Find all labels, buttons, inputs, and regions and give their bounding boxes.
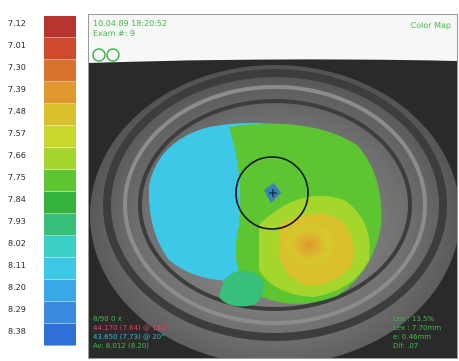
scale-value-label: 7.48: [8, 107, 26, 116]
exam-label: Exam #: 9: [93, 29, 136, 38]
scale-value-label: 7.39: [8, 85, 26, 94]
marker-icon: [92, 48, 106, 62]
info-line-1: 8/90 0 x: [93, 315, 122, 323]
marker-icon: [106, 48, 120, 62]
mode-label[interactable]: Color Map: [410, 21, 451, 30]
scale-row: 7.30: [4, 60, 79, 82]
map-canvas: [89, 15, 457, 358]
scale-swatch: [44, 258, 76, 280]
scale-row: 7.39: [4, 82, 79, 104]
stat-line-4: Dif: .07: [393, 342, 419, 350]
scale-row: 8.29: [4, 302, 79, 324]
stat-line-3: e: 0.46mm: [393, 333, 432, 341]
scale-swatch: [44, 170, 76, 192]
scale-swatch: [44, 148, 76, 170]
scale-row: 7.57: [4, 126, 79, 148]
map-region-teal: [219, 270, 264, 307]
scale-value-label: 7.57: [8, 129, 26, 138]
scale-swatch: [44, 104, 76, 126]
scale-row: 7.84: [4, 192, 79, 214]
scale-value-label: 7.93: [8, 217, 26, 226]
scale-value-label: 7.01: [8, 41, 26, 50]
scale-swatch: [44, 214, 76, 236]
scale-value-label: 8.29: [8, 305, 26, 314]
scale-row: 8.38: [4, 324, 79, 346]
scale-swatch: [44, 236, 76, 258]
info-line-2: 44.170 (7.64) @ 110°: [93, 324, 170, 332]
scale-value-label: 7.75: [8, 173, 26, 182]
scale-swatch: [44, 192, 76, 214]
stat-line-2: Lex : 7.70mm: [393, 324, 442, 332]
scale-value-label: 7.12: [8, 19, 26, 28]
scale-value-label: 8.11: [8, 261, 26, 270]
stat-line-1: Lex : 13.5%: [393, 315, 435, 323]
scale-row: 8.02: [4, 236, 79, 258]
scale-row: 7.66: [4, 148, 79, 170]
scale-value-label: 8.02: [8, 239, 26, 248]
info-line-3: 43.650 (7.73) @ 20°: [93, 333, 165, 341]
pupil-outline: [235, 156, 309, 230]
scale-swatch: [44, 38, 76, 60]
scale-swatch: [44, 126, 76, 148]
scale-row: 7.48: [4, 104, 79, 126]
scale-row: 7.93: [4, 214, 79, 236]
scale-swatch: [44, 60, 76, 82]
scale-value-label: 7.84: [8, 195, 26, 204]
scale-swatch: [44, 280, 76, 302]
scale-row: 7.01: [4, 38, 79, 60]
scale-row: 8.20: [4, 280, 79, 302]
map-region-orange: [283, 223, 335, 267]
info-line-4: Av: 8.012 (8.20): [93, 342, 150, 350]
scale-swatch: [44, 82, 76, 104]
scale-row: 7.12: [4, 16, 79, 38]
scale-value-label: 7.66: [8, 151, 26, 160]
scale-value-label: 7.30: [8, 63, 26, 72]
scale-swatch: [44, 16, 76, 38]
scale-swatch: [44, 324, 76, 346]
datetime-label: 10.04.89 18:20:52: [93, 19, 168, 28]
scale-row: 7.75: [4, 170, 79, 192]
scale-swatch: [44, 302, 76, 324]
color-scale: 7.12 7.01 7.30 7.39 7.48 7.57 7.66 7.75 7.84 7.93…: [4, 16, 79, 356]
scale-row: 8.11: [4, 258, 79, 280]
corneal-color-map[interactable]: 10.04.89 18:20:52 Exam #: 9 Color Map 8/…: [88, 14, 458, 359]
topography-window: 7.12 7.01 7.30 7.39 7.48 7.57 7.66 7.75 7.84 7.93…: [2, 4, 458, 359]
scale-value-label: 8.38: [8, 327, 26, 336]
scale-value-label: 8.20: [8, 283, 26, 292]
